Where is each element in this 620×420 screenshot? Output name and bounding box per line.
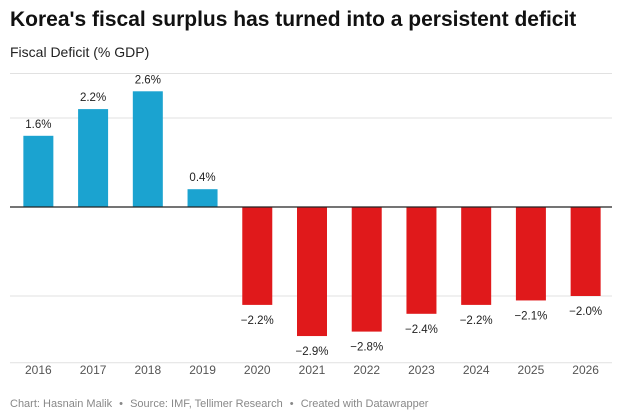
- footer-author: Chart: Hasnain Malik: [10, 398, 113, 410]
- data-label: 2.6%: [135, 74, 161, 86]
- bar: [78, 109, 109, 207]
- chart-title: Korea's fiscal surplus has turned into a…: [10, 8, 577, 31]
- footer-source: Source: IMF, Tellimer Research: [130, 398, 283, 410]
- bar: [242, 207, 273, 305]
- bar: [187, 189, 218, 207]
- data-label: −2.8%: [350, 342, 383, 354]
- data-label: 1.6%: [25, 119, 51, 131]
- x-tick-label: 2017: [80, 363, 107, 377]
- x-tick-label: 2018: [134, 363, 161, 377]
- x-tick-label: 2025: [518, 363, 545, 377]
- footer-separator: •: [289, 398, 294, 410]
- bar: [23, 135, 54, 207]
- footer-separator: •: [119, 398, 124, 410]
- data-label: 2.2%: [80, 92, 106, 104]
- data-label: −2.4%: [405, 324, 438, 336]
- x-tick-label: 2020: [244, 363, 271, 377]
- x-tick-label: 2026: [572, 363, 599, 377]
- x-tick-label: 2016: [25, 363, 52, 377]
- chart-subtitle: Fiscal Deficit (% GDP): [10, 44, 150, 60]
- data-label: −2.9%: [296, 346, 329, 358]
- bar: [515, 207, 546, 301]
- x-tick-label: 2019: [189, 363, 216, 377]
- data-label: −2.2%: [460, 315, 493, 327]
- x-tick-label: 2024: [463, 363, 490, 377]
- data-label: −2.2%: [241, 315, 274, 327]
- x-tick-label: 2022: [353, 363, 380, 377]
- bar: [297, 207, 327, 337]
- bar: [351, 207, 382, 332]
- bar: [570, 207, 601, 296]
- data-label: −2.1%: [514, 310, 547, 322]
- bar: [461, 207, 492, 305]
- data-label: 0.4%: [189, 172, 215, 184]
- x-tick-label: 2021: [299, 363, 326, 377]
- footer-created-with: Created with Datawrapper: [300, 398, 429, 410]
- data-label: −2.0%: [569, 306, 602, 318]
- bar: [132, 91, 163, 207]
- chart-footer: Chart: Hasnain Malik • Source: IMF, Tell…: [10, 398, 428, 410]
- bar: [406, 207, 437, 314]
- x-tick-label: 2023: [408, 363, 435, 377]
